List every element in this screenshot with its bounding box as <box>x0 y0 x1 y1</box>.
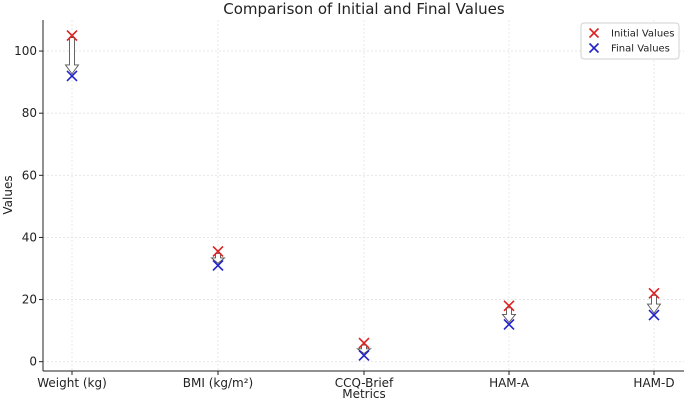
x-tick-label: BMI (kg/m²) <box>183 376 253 390</box>
initial-value-marker <box>358 337 370 349</box>
initial-value-marker <box>503 300 515 312</box>
plot-area <box>43 20 684 371</box>
initial-value-marker <box>648 287 660 299</box>
change-arrow <box>64 37 80 75</box>
chart-title: Comparison of Initial and Final Values <box>223 0 505 18</box>
x-tick-label: Weight (kg) <box>37 376 107 390</box>
legend-label: Final Values <box>611 44 670 55</box>
x-tick-label: HAM-A <box>489 376 530 390</box>
final-value-marker <box>503 318 515 330</box>
final-value-marker <box>358 349 370 362</box>
final-value-marker <box>648 309 660 321</box>
x-tick-label: CCQ-Brief <box>335 376 394 390</box>
x-ticks: Weight (kg) BMI (kg/m²) CCQ-Brief HAM-A HAM-… <box>37 371 675 390</box>
y-tick-label: 20 <box>22 293 37 307</box>
final-value-marker <box>66 70 78 82</box>
data-markers <box>66 29 660 362</box>
initial-value-marker <box>66 29 78 42</box>
y-tick-label: 40 <box>22 230 37 244</box>
y-tick-label: 60 <box>22 168 37 182</box>
x-tick-label: HAM-D <box>633 376 674 390</box>
legend: Initial Values Final Values <box>580 22 680 60</box>
legend-marker <box>588 27 600 39</box>
initial-value-marker <box>212 245 224 257</box>
y-ticks: 0 20 40 60 80 100 <box>14 44 43 369</box>
legend-marker <box>588 42 600 54</box>
y-tick-label: 100 <box>14 44 37 58</box>
final-value-marker <box>212 259 224 271</box>
x-axis-label: Metrics <box>342 387 386 401</box>
y-axis-label: Values <box>1 175 15 214</box>
legend-label: Initial Values <box>611 29 675 40</box>
legend-box <box>580 22 680 60</box>
y-tick-label: 80 <box>22 106 37 120</box>
y-tick-label: 0 <box>29 355 37 369</box>
